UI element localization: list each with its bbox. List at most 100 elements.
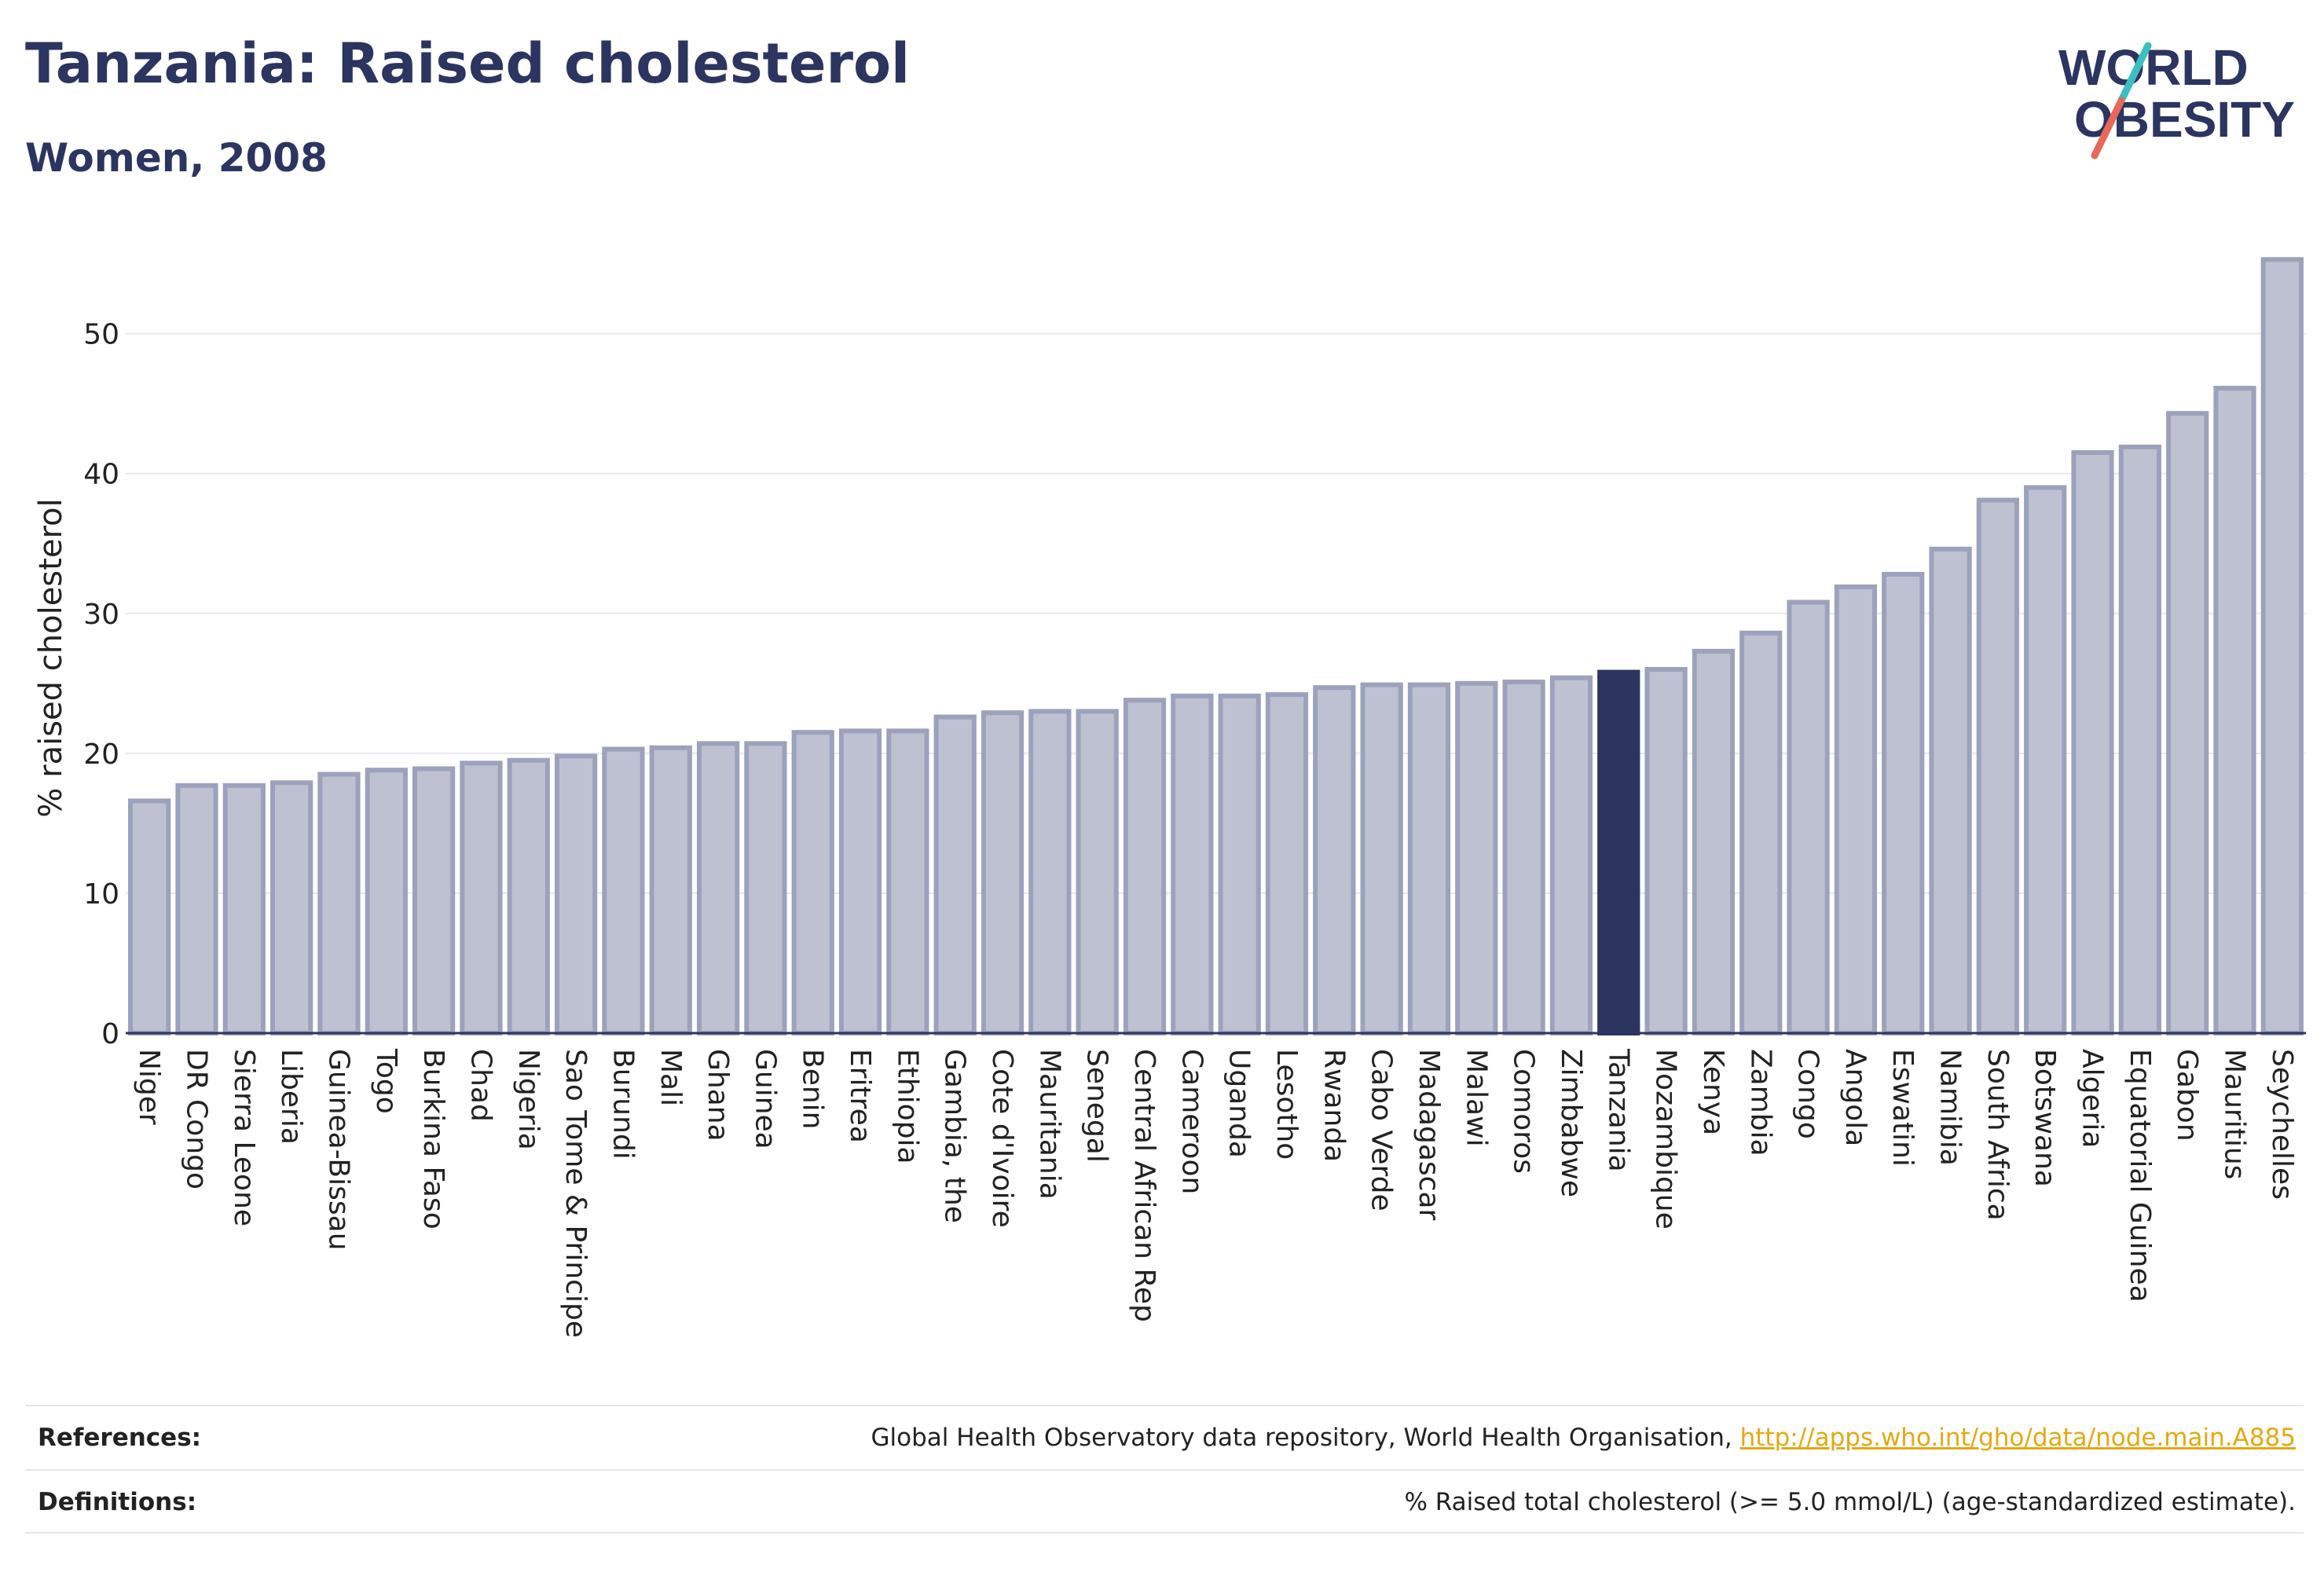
x-tick-label: Kenya xyxy=(1697,1049,1729,1135)
bar-kenya xyxy=(1692,648,1736,1035)
x-tick-label: Cote d'Ivoire xyxy=(986,1049,1018,1228)
x-tick-label: Equatorial Guinea xyxy=(2124,1049,2156,1303)
x-tick-label: Benin xyxy=(797,1049,829,1129)
bar-seychelles xyxy=(2260,257,2304,1036)
x-tick-label: Mauritania xyxy=(1033,1049,1065,1200)
y-tick-label: 0 xyxy=(101,1018,119,1050)
bar-equatorial-guinea xyxy=(2118,444,2161,1035)
definitions-label: Definitions: xyxy=(38,1488,197,1516)
bar-mauritius xyxy=(2213,386,2256,1035)
x-axis-labels: Niger DR Congo Sierra Leone Liberia Guinea-B… xyxy=(133,1048,2298,1338)
bar-burkina-faso xyxy=(412,766,456,1036)
x-tick-label: DR Congo xyxy=(180,1049,212,1189)
y-tick-label: 30 xyxy=(83,599,119,631)
x-tick-label: Lesotho xyxy=(1270,1049,1303,1160)
bar-gambia-the xyxy=(933,714,977,1035)
bar-dr-congo xyxy=(175,783,218,1035)
references-text: Global Health Observatory data repositor… xyxy=(871,1424,2304,1452)
y-tick-label: 10 xyxy=(83,878,119,911)
y-tick-label: 40 xyxy=(83,459,119,491)
bar-tanzania xyxy=(1597,669,1640,1035)
x-tick-label: Malawi xyxy=(1460,1049,1492,1147)
x-tick-label: Eritrea xyxy=(844,1049,876,1143)
x-tick-label: Tanzania xyxy=(1602,1048,1634,1172)
world-obesity-logo: WORLD OBESITY xyxy=(2058,39,2295,159)
references-label: References: xyxy=(38,1424,202,1452)
bar-comoros xyxy=(1502,680,1545,1036)
bar-liberia xyxy=(270,780,313,1035)
bar-uganda xyxy=(1218,693,1261,1035)
bar-guinea-bissau xyxy=(317,772,361,1035)
bar-zambia xyxy=(1739,630,1783,1035)
bar-eswatini xyxy=(1882,571,1925,1035)
bar-central-african-rep xyxy=(1123,698,1167,1035)
x-tick-label: Ghana xyxy=(702,1049,734,1142)
x-tick-label: Zimbabwe xyxy=(1555,1049,1587,1197)
x-tick-label: South Africa xyxy=(1981,1049,2014,1221)
bar-south-africa xyxy=(1976,497,2020,1035)
x-tick-label: Cabo Verde xyxy=(1365,1049,1398,1211)
bar-guinea xyxy=(744,741,787,1035)
bar-algeria xyxy=(2071,450,2114,1035)
bar-lesotho xyxy=(1265,692,1309,1035)
x-tick-label: Liberia xyxy=(275,1049,307,1145)
x-tick-label: Niger xyxy=(133,1049,165,1125)
references-link[interactable]: http://apps.who.int/gho/data/node.main.A… xyxy=(1739,1424,2296,1452)
bar-chad xyxy=(460,761,503,1036)
bar-sierra-leone xyxy=(222,783,266,1035)
x-tick-label: Uganda xyxy=(1223,1049,1255,1158)
x-tick-label: Burkina Faso xyxy=(417,1049,449,1230)
x-tick-label: Congo xyxy=(1792,1049,1824,1139)
x-tick-label: Guinea-Bissau xyxy=(322,1049,354,1251)
page-subtitle: Women, 2008 xyxy=(25,135,328,181)
bar-ethiopia xyxy=(886,728,929,1035)
bar-cote-d-ivoire xyxy=(981,710,1025,1035)
bar-congo xyxy=(1787,599,1830,1035)
y-tick-label: 50 xyxy=(83,319,119,351)
x-tick-label: Botswana xyxy=(2029,1049,2061,1187)
page-title: Tanzania: Raised cholesterol xyxy=(25,31,911,96)
x-tick-label: Mali xyxy=(654,1049,687,1106)
x-tick-label: Guinea xyxy=(749,1049,781,1149)
bar-rwanda xyxy=(1313,685,1356,1036)
bar-togo xyxy=(365,768,408,1036)
bars xyxy=(128,257,2304,1036)
bar-madagascar xyxy=(1407,682,1451,1036)
x-tick-label: Senegal xyxy=(1081,1049,1113,1163)
bar-cabo-verde xyxy=(1360,682,1403,1036)
bar-mauritania xyxy=(1028,709,1072,1035)
x-tick-label: Mozambique xyxy=(1650,1049,1682,1230)
bar-cameroon xyxy=(1171,693,1214,1035)
bar-mozambique xyxy=(1644,667,1688,1035)
logo-slash-bottom xyxy=(2091,97,2125,159)
bar-namibia xyxy=(1929,546,1972,1035)
bar-angola xyxy=(1834,584,1878,1035)
footer-divider xyxy=(25,1532,2304,1534)
references-source: Global Health Observatory data repositor… xyxy=(871,1424,1740,1452)
x-tick-label: Mauritius xyxy=(2219,1049,2251,1179)
x-tick-label: Zambia xyxy=(1744,1049,1776,1156)
x-tick-label: Sao Tome & Principe xyxy=(559,1049,592,1338)
x-tick-label: Togo xyxy=(370,1048,402,1114)
x-tick-label: Ethiopia xyxy=(891,1049,923,1164)
logo-slash-top xyxy=(2117,42,2152,104)
bar-mali xyxy=(649,745,692,1035)
bar-chart: 0 10 20 30 40 50 Niger DR Congo Sierra Leone Lib… xyxy=(33,257,2306,1338)
x-tick-label: Angola xyxy=(1839,1049,1871,1146)
y-tick-label: 20 xyxy=(83,739,119,771)
definitions-row: Definitions: % Raised total cholesterol … xyxy=(25,1469,2304,1534)
x-tick-label: Namibia xyxy=(1934,1049,1967,1166)
bar-eritrea xyxy=(838,728,882,1035)
x-tick-label: Nigeria xyxy=(512,1049,544,1150)
bar-burundi xyxy=(602,746,645,1035)
bar-zimbabwe xyxy=(1549,675,1593,1036)
x-tick-label: Eswatini xyxy=(1886,1049,1919,1167)
x-tick-label: Sierra Leone xyxy=(228,1049,260,1226)
bar-senegal xyxy=(1076,709,1119,1035)
bar-benin xyxy=(791,730,834,1035)
x-tick-label: Seychelles xyxy=(2266,1049,2298,1200)
bar-niger xyxy=(128,798,171,1035)
bar-ghana xyxy=(696,741,740,1035)
x-tick-label: Gambia, the xyxy=(939,1049,971,1223)
x-tick-label: Rwanda xyxy=(1318,1049,1350,1162)
